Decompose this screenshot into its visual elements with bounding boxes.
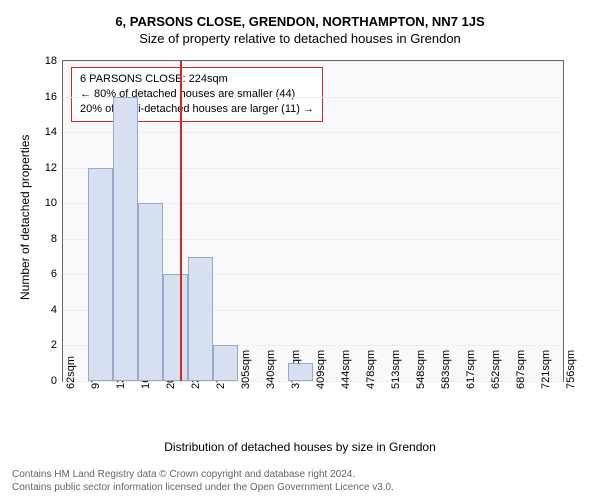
y-axis-label: Number of detached properties <box>18 135 32 300</box>
gridline <box>63 381 563 382</box>
y-tick-label: 10 <box>45 197 57 209</box>
y-tick-label: 0 <box>51 375 57 387</box>
x-tick-label: 513sqm <box>390 350 402 389</box>
x-axis-label: Distribution of detached houses by size … <box>0 440 600 454</box>
histogram-bar <box>88 168 113 381</box>
x-tick-label: 340sqm <box>265 350 277 389</box>
x-tick-label: 652sqm <box>490 350 502 389</box>
annotation-line-1: 6 PARSONS CLOSE: 224sqm <box>80 72 314 87</box>
y-tick-label: 2 <box>51 339 57 351</box>
footer-line-2: Contains public sector information licen… <box>12 482 394 495</box>
x-tick-label: 548sqm <box>415 350 427 389</box>
y-tick-label: 12 <box>45 162 57 174</box>
x-tick-label: 62sqm <box>65 356 77 389</box>
x-tick-label: 478sqm <box>365 350 377 389</box>
y-tick-label: 8 <box>51 233 57 245</box>
histogram-bar <box>213 345 238 381</box>
y-tick-label: 14 <box>45 126 57 138</box>
histogram-bar <box>138 203 163 381</box>
x-tick-label: 583sqm <box>440 350 452 389</box>
page-title: 6, PARSONS CLOSE, GRENDON, NORTHAMPTON, … <box>0 0 600 29</box>
gridline <box>63 61 563 62</box>
x-tick-label: 409sqm <box>315 350 327 389</box>
y-tick-label: 16 <box>45 91 57 103</box>
footer-line-1: Contains HM Land Registry data © Crown c… <box>12 469 394 482</box>
y-tick-label: 4 <box>51 304 57 316</box>
x-tick-label: 687sqm <box>515 350 527 389</box>
histogram-plot-area: 6 PARSONS CLOSE: 224sqm ← 80% of detache… <box>62 60 564 382</box>
gridline <box>63 132 563 133</box>
page-subtitle: Size of property relative to detached ho… <box>0 29 600 46</box>
annotation-box: 6 PARSONS CLOSE: 224sqm ← 80% of detache… <box>71 67 323 122</box>
histogram-bar <box>188 257 213 381</box>
x-tick-label: 444sqm <box>340 350 352 389</box>
x-tick-label: 756sqm <box>565 350 577 389</box>
gridline <box>63 97 563 98</box>
y-tick-label: 6 <box>51 268 57 280</box>
footer-attribution: Contains HM Land Registry data © Crown c… <box>12 469 394 494</box>
x-tick-label: 305sqm <box>240 350 252 389</box>
x-tick-label: 721sqm <box>540 350 552 389</box>
histogram-bar <box>113 97 138 381</box>
marker-line <box>180 61 182 381</box>
histogram-bar <box>288 363 313 381</box>
x-tick-label: 617sqm <box>465 350 477 389</box>
gridline <box>63 168 563 169</box>
y-tick-label: 18 <box>45 55 57 67</box>
histogram-bar <box>163 274 188 381</box>
